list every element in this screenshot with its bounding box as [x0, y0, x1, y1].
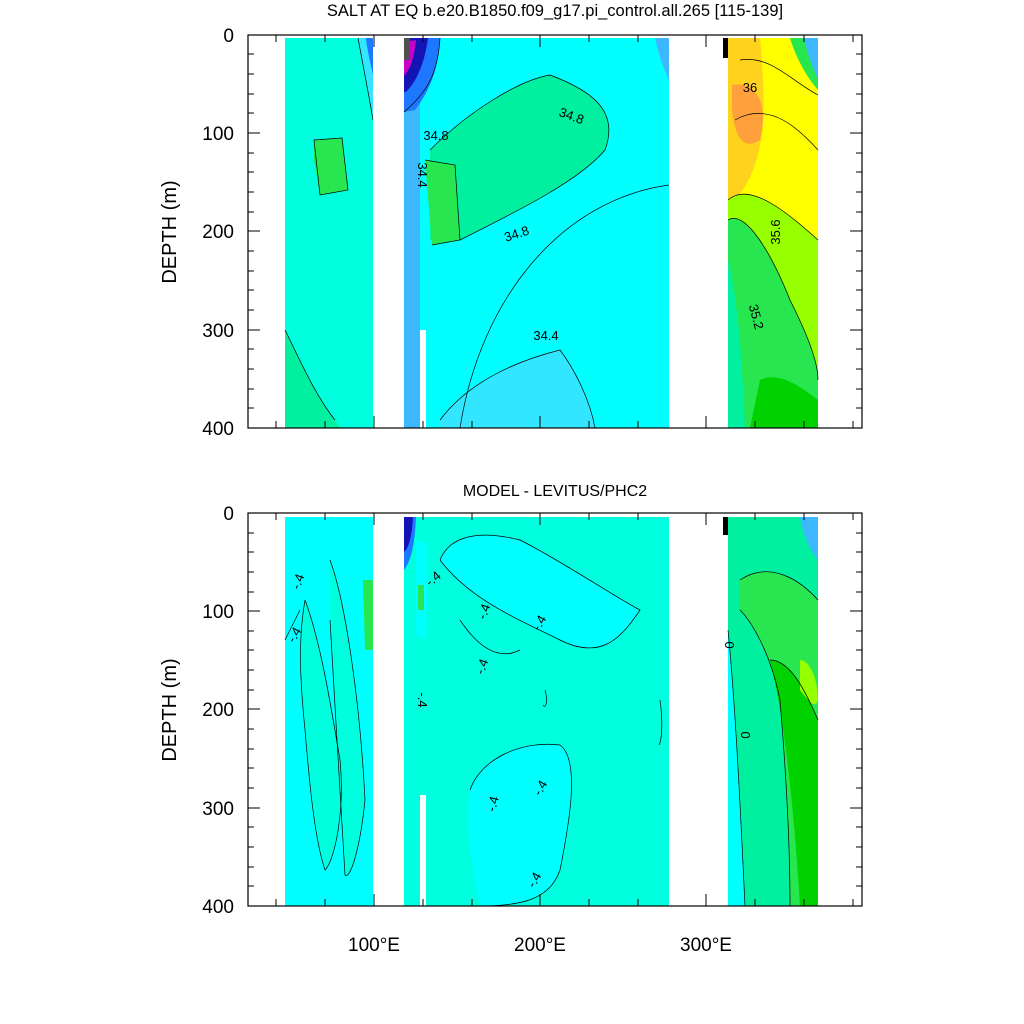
panel-bottom-x-ticks — [275, 513, 854, 906]
contour-label: -.4 — [288, 572, 307, 591]
contour-label: 34.4 — [533, 328, 558, 343]
y-tick-label: 0 — [223, 504, 234, 525]
panel-top-y-tick-labels: 0 100 200 300 400 — [202, 26, 234, 440]
contour-label: -.4 — [524, 869, 545, 890]
y-tick-label: 300 — [202, 321, 234, 342]
panel-bottom-field — [284, 517, 819, 906]
atlantic-segment — [723, 38, 818, 428]
panel-top-y-axis-label: DEPTH (m) — [159, 180, 181, 283]
indian-ocean-segment — [285, 517, 373, 906]
panel-top-field — [284, 37, 819, 428]
contour-label: 0 — [738, 731, 753, 738]
contour-label: -.4 — [474, 602, 493, 621]
contour-label: 34.4 — [415, 162, 430, 187]
panel-bottom-contour-labels: -.4 -.4 -.4 -.4 -.4 -.4 -.4 0 0 -.4 -.4 … — [284, 568, 753, 890]
y-tick-label: 200 — [202, 222, 234, 243]
contour-label: 35.6 — [768, 219, 783, 244]
y-tick-label: 400 — [202, 897, 234, 918]
panel-bottom-y-ticks — [248, 512, 862, 907]
contour-label: 0 — [722, 641, 737, 648]
contour-label: 36 — [743, 80, 757, 95]
contour-label: 34.8 — [423, 128, 448, 143]
y-tick-label: 0 — [223, 26, 234, 47]
contour-label: -.4 — [529, 612, 550, 633]
x-tick-label: 100°E — [348, 935, 400, 956]
contour-label: 35.2 — [746, 303, 767, 331]
x-tick-labels: 100°E 200°E 300°E — [348, 935, 732, 956]
panel-top-x-ticks — [275, 35, 854, 428]
panel-top-title: SALT AT EQ b.e20.B1850.f09_g17.pi_contro… — [327, 2, 783, 20]
pacific-segment — [404, 38, 669, 428]
y-tick-label: 100 — [202, 124, 234, 145]
y-tick-label: 200 — [202, 700, 234, 721]
panel-bottom-y-tick-labels: 0 100 200 300 400 — [202, 504, 234, 918]
panel-top-y-ticks — [248, 34, 862, 429]
contour-label: -.4 — [422, 568, 443, 589]
pacific-segment — [404, 517, 669, 906]
x-tick-label: 300°E — [680, 935, 732, 956]
contour-label: 34.8 — [502, 223, 531, 245]
contour-label: -.4 — [284, 624, 305, 645]
indian-ocean-segment — [285, 38, 373, 428]
contour-label: -.4 — [472, 657, 491, 676]
y-tick-label: 300 — [202, 799, 234, 820]
y-tick-label: 100 — [202, 602, 234, 623]
contour-label: -.4 — [483, 795, 501, 814]
contour-lines-bottom — [284, 534, 819, 906]
contour-lines-top — [284, 37, 819, 428]
atlantic-segment — [723, 517, 818, 906]
contour-label: -.4 — [530, 777, 551, 798]
contour-label: -.4 — [415, 692, 430, 707]
panel-bottom-title: MODEL - LEVITUS/PHC2 — [463, 483, 647, 500]
y-tick-label: 400 — [202, 419, 234, 440]
panel-bottom-y-axis-label: DEPTH (m) — [159, 658, 181, 761]
x-tick-label: 200°E — [514, 935, 566, 956]
